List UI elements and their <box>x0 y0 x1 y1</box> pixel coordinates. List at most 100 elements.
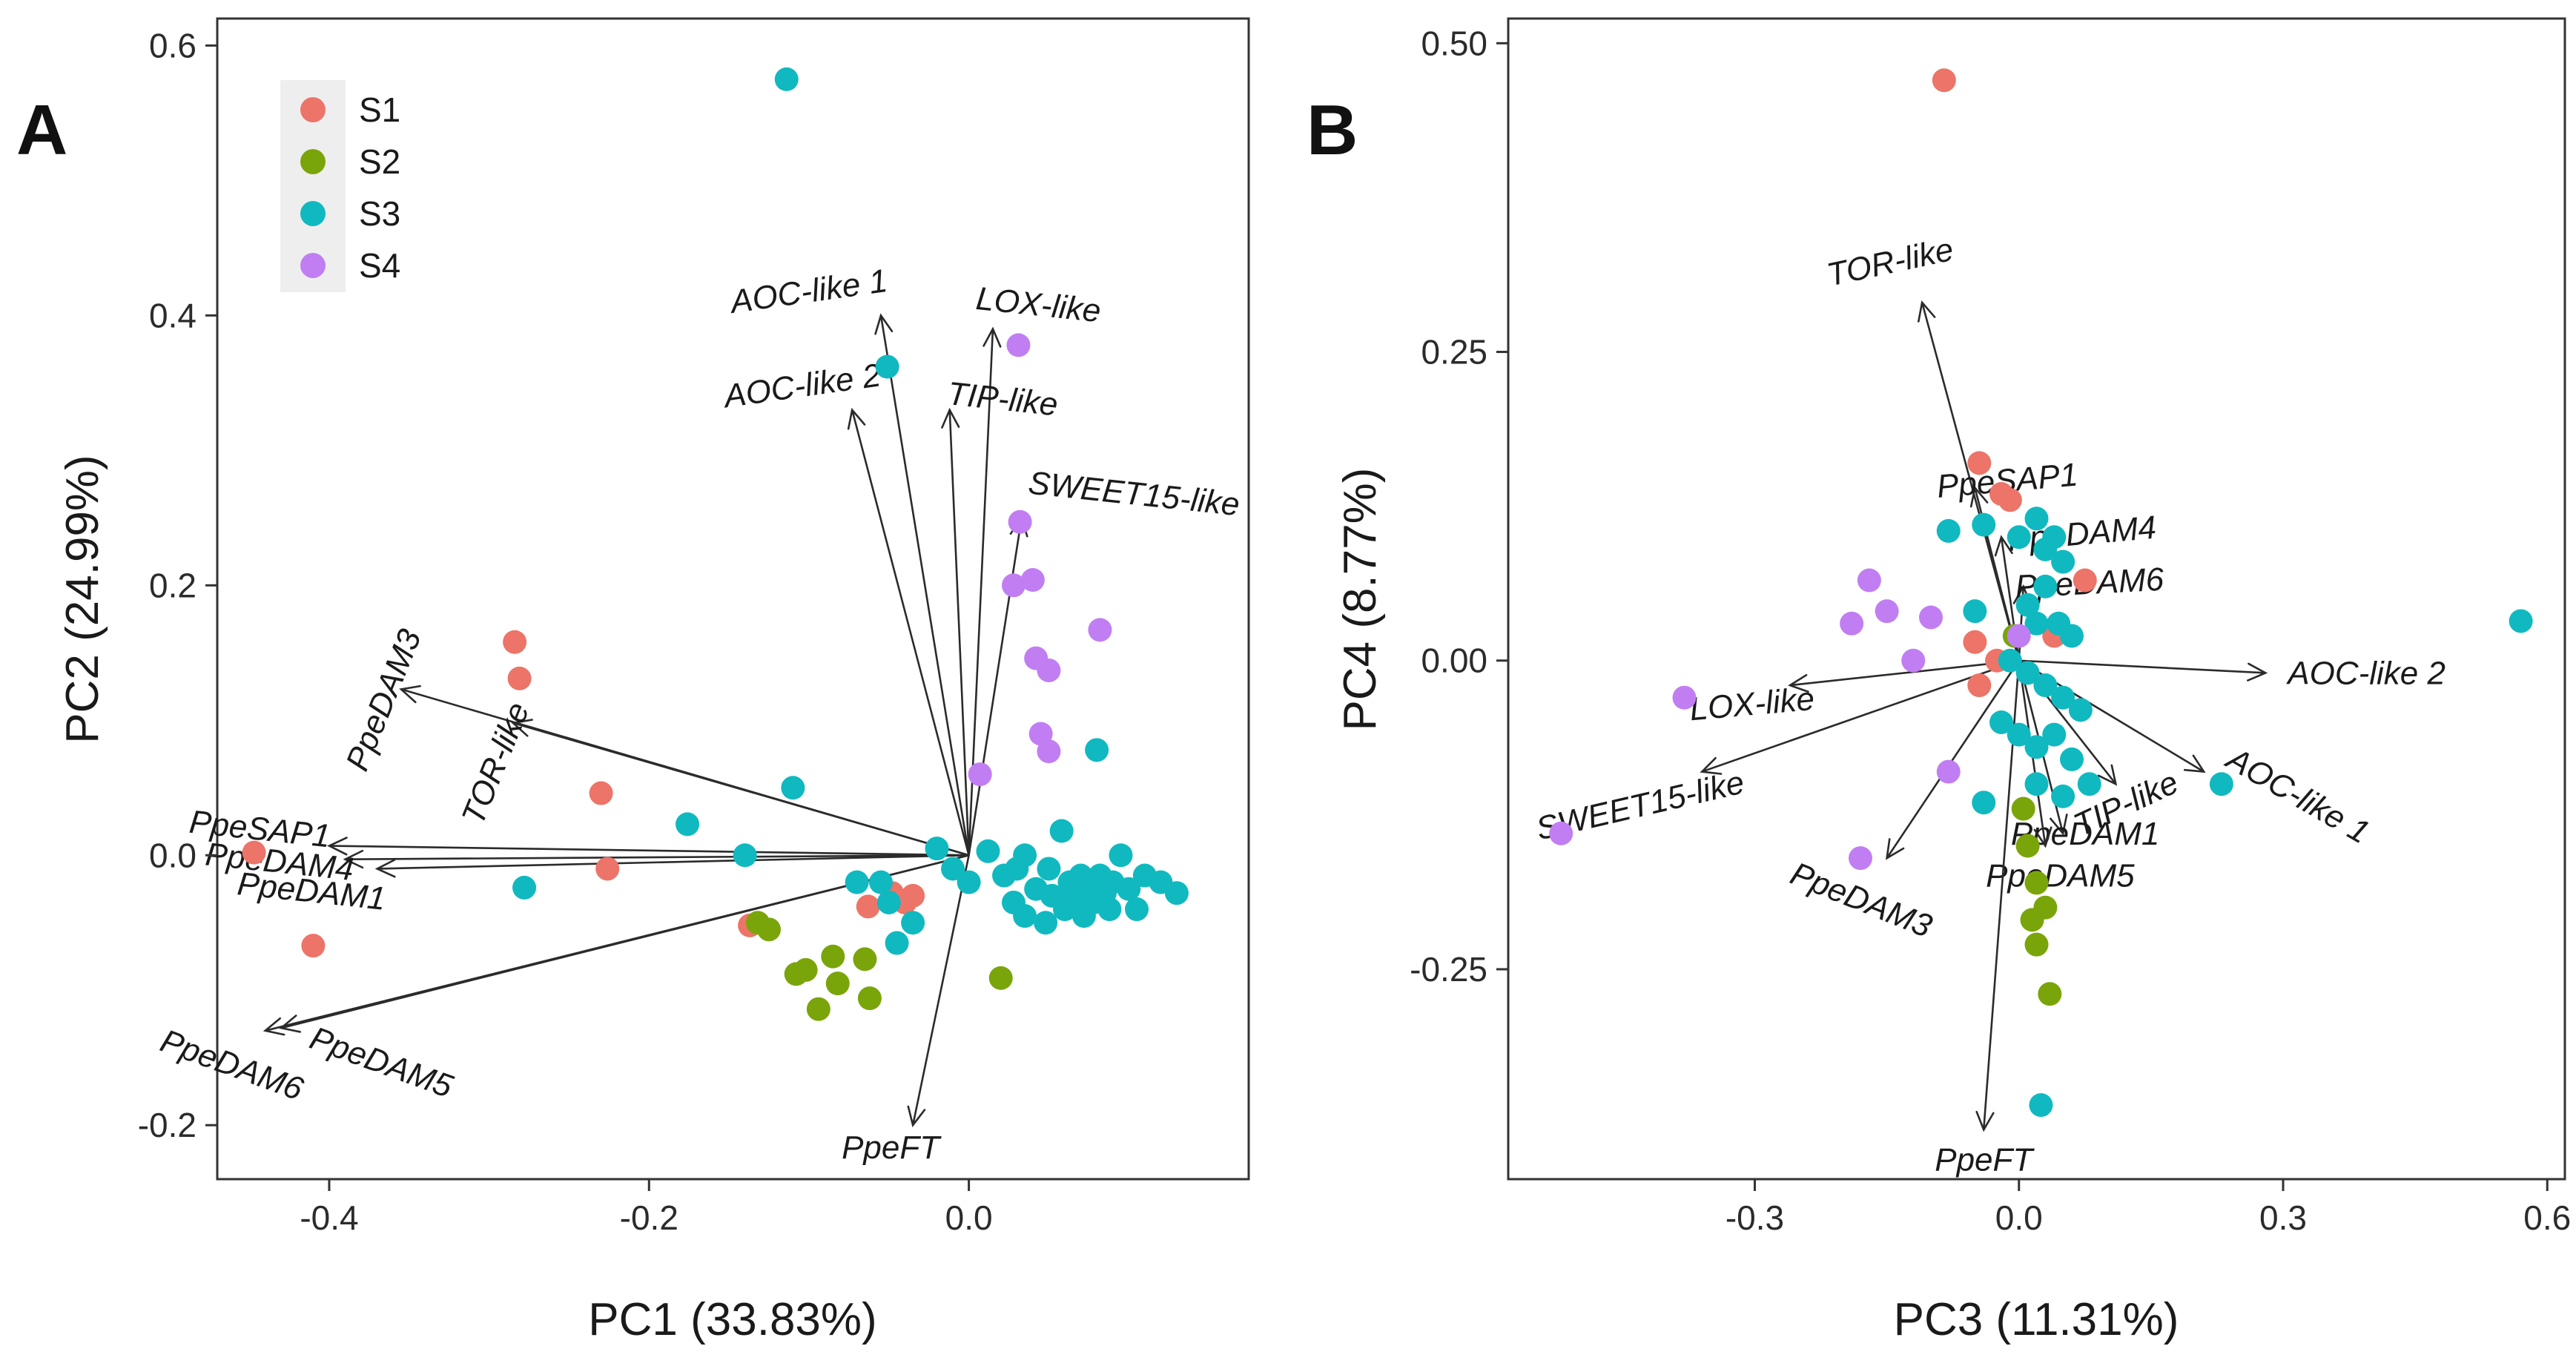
point-s3 <box>1164 881 1189 905</box>
y-tick-label: -0.2 <box>138 1106 196 1144</box>
panel-a-plot-area <box>216 17 1250 1181</box>
point-s3 <box>2042 722 2067 747</box>
panel-a-letter: A <box>16 90 67 170</box>
loading-arrowhead-tor-like <box>1918 300 1936 323</box>
loading-arrow-sweet15-like <box>1701 659 2020 773</box>
legend: S1 S2 S3 S4 <box>280 80 400 292</box>
point-s3 <box>2024 507 2049 531</box>
point-s4 <box>1037 658 1061 682</box>
loading-label-lox-like: LOX-like <box>1688 681 1816 728</box>
loading-label-ppedam1: PpeDAM1 <box>236 865 388 917</box>
point-s3 <box>875 354 899 379</box>
y-tick-label: 0.6 <box>149 26 196 65</box>
x-tick-label: 0.6 <box>2523 1198 2571 1237</box>
loading-arrowhead-ppesap1 <box>326 837 348 856</box>
point-s3 <box>2051 685 2075 710</box>
point-s1 <box>507 666 532 690</box>
point-s2 <box>821 944 845 969</box>
point-s3 <box>2060 747 2084 771</box>
loading-arrowhead-ppedam5 <box>279 1015 302 1033</box>
loading-arrowhead-ppesap1 <box>1969 485 1989 508</box>
panel-a-y-axis-title: PC2 (24.99%) <box>57 455 108 743</box>
loading-arrow-ppesap1 <box>328 845 969 857</box>
loading-label-ppeft: PpeFT <box>842 1129 942 1166</box>
point-s4 <box>1001 573 1026 598</box>
loading-label-lox-like: LOX-like <box>974 280 1103 329</box>
point-s1 <box>2073 568 2097 593</box>
point-s1 <box>595 857 620 881</box>
loading-arrowhead-tip-like <box>2097 764 2118 786</box>
point-s4 <box>1006 333 1031 357</box>
panel-b-letter: B <box>1307 90 1358 170</box>
point-s3 <box>1936 518 1961 543</box>
point-s3 <box>1097 897 1122 922</box>
point-s4 <box>1088 618 1112 642</box>
point-s3 <box>2033 673 2058 698</box>
loading-label-aoc-like-1: AOC-like 1 <box>726 263 889 321</box>
point-s4 <box>1020 568 1045 593</box>
loading-arrowhead-ppedam1 <box>2050 814 2068 836</box>
point-s3 <box>2051 550 2075 574</box>
point-s3 <box>2024 735 2049 759</box>
loading-arrowhead-ppedam5 <box>2033 826 2052 848</box>
panel-a-x-axis-title: PC1 (33.83%) <box>588 1294 876 1345</box>
point-s1 <box>1963 630 1987 654</box>
point-s1 <box>301 934 326 958</box>
point-s3 <box>733 843 757 868</box>
point-s2 <box>2015 834 2040 858</box>
point-s1 <box>242 840 266 865</box>
loading-arrow-aoc-like-2 <box>2018 659 2266 674</box>
point-s3 <box>2509 609 2533 633</box>
point-s2 <box>825 972 850 996</box>
loading-arrowhead-ppeft <box>1975 1110 1995 1132</box>
panel-b-plot-area <box>1507 17 2566 1181</box>
point-s3 <box>1989 710 2013 734</box>
y-tick-label: -0.25 <box>1410 950 1487 989</box>
point-s3 <box>1085 738 1109 762</box>
point-s3 <box>2029 1093 2053 1118</box>
point-s3 <box>1972 791 1996 815</box>
loading-arrow-ppedam1 <box>377 854 969 870</box>
point-s3 <box>925 837 949 861</box>
loading-arrowhead-sweet15-like <box>1700 756 1723 775</box>
point-s3 <box>976 839 1000 863</box>
point-s3 <box>2007 722 2031 747</box>
point-s3 <box>781 776 805 800</box>
x-tick-label: 0.0 <box>1995 1198 2043 1237</box>
loading-arrowhead-ppeft <box>907 1105 926 1128</box>
point-s3 <box>2024 611 2049 636</box>
point-s4 <box>1875 599 1899 624</box>
point-s2 <box>2033 895 2058 920</box>
loading-arrow-tor-like <box>512 722 969 857</box>
loading-arrowhead-ppedam4 <box>1994 535 2013 557</box>
panel-b-y-axis-title: PC4 (8.77%) <box>1335 468 1386 731</box>
panel-b-x-axis-title: PC3 (11.31%) <box>1894 1294 2179 1345</box>
loading-arrowhead-ppedam4 <box>343 849 364 869</box>
panel-b-loadings: TOR-likePpeSAP1PpeDAM4PpeDAM6AOC-like 2L… <box>1533 231 2445 1178</box>
point-s4 <box>2007 624 2031 648</box>
point-s3 <box>957 870 981 894</box>
y-tick-label: 0.0 <box>149 836 196 874</box>
point-s4 <box>1857 568 1881 593</box>
point-s4 <box>1549 821 1573 845</box>
loading-arrowhead-tor-like <box>511 719 533 737</box>
x-tick-label: 0.0 <box>945 1198 993 1237</box>
loading-arrowhead-ppedam1 <box>374 859 396 878</box>
loading-arrow-ppedam3 <box>1886 660 2020 859</box>
point-s3 <box>1013 843 1037 868</box>
loading-arrow-aoc-like-1 <box>879 315 970 856</box>
point-s4 <box>1037 739 1061 764</box>
loading-label-tor-like: TOR-like <box>1824 231 1957 294</box>
panel-a-loadings: AOC-like 1 LOX-like AOC-like 2 TIP-like SWEE… <box>156 263 1241 1166</box>
point-s3 <box>1109 843 1133 868</box>
point-s3 <box>1049 819 1074 843</box>
point-s3 <box>876 890 901 914</box>
point-s2 <box>853 947 877 972</box>
panel-b-ticks: -0.3 0.0 0.3 0.6 -0.25 0.00 0.25 0.50 <box>1410 24 2571 1237</box>
point-s3 <box>941 857 965 881</box>
point-s2 <box>806 997 830 1021</box>
y-tick-label: 0.50 <box>1421 24 1487 62</box>
point-s4 <box>1840 611 1864 636</box>
x-tick-label: -0.2 <box>620 1198 678 1237</box>
